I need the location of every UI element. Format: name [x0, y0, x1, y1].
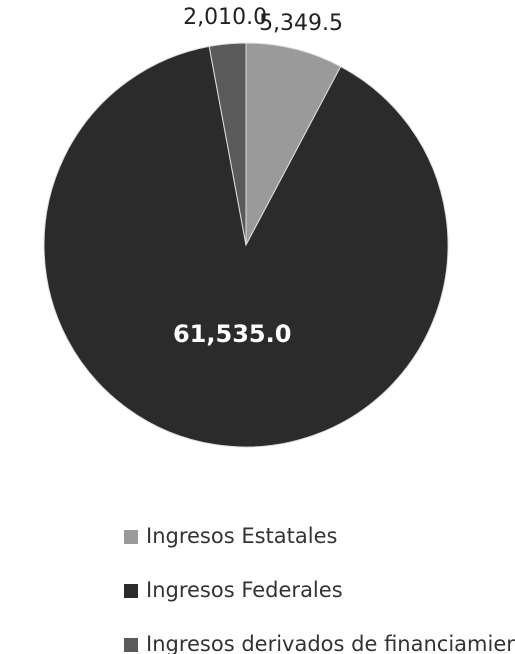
value-label: 61,535.0 [173, 320, 291, 348]
legend-label: Ingresos derivados de financiamiento [146, 632, 515, 654]
legend-label: Ingresos Federales [146, 578, 343, 602]
legend-swatch [124, 584, 138, 598]
legend-swatch [124, 638, 138, 652]
legend-label: Ingresos Estatales [146, 524, 337, 548]
pie-slice [43, 45, 449, 448]
legend-swatch [124, 530, 138, 544]
value-label: 5,349.5 [259, 11, 343, 36]
pie-slice [245, 42, 342, 246]
value-label: 2,010.0 [183, 5, 267, 30]
pie-slice [208, 42, 247, 246]
